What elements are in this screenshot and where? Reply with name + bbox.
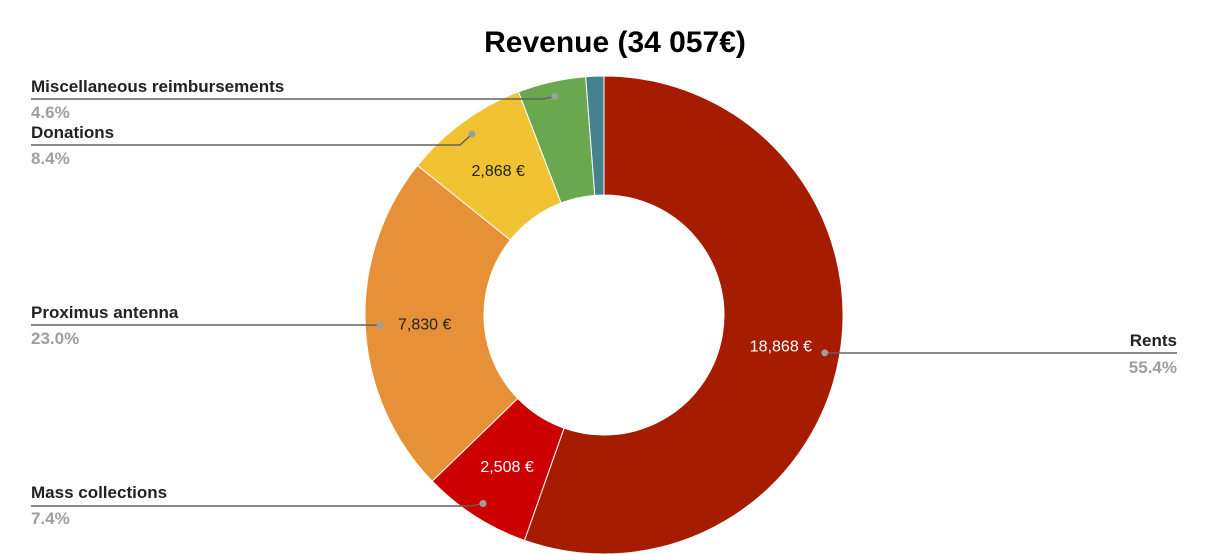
leader-line-mass-collections xyxy=(31,502,484,507)
percent-label-donations: 8.4% xyxy=(31,149,70,168)
leader-line-donations xyxy=(31,133,473,146)
category-label-donations: Donations xyxy=(31,123,114,142)
value-label-rents: 18,868 € xyxy=(750,338,812,355)
category-label-proximus-antenna: Proximus antenna xyxy=(31,303,179,322)
leader-dot-miscellaneous-reimbursements xyxy=(551,92,559,100)
chart-title: Revenue (34 057€) xyxy=(484,26,746,59)
leader-dot-donations xyxy=(468,130,476,138)
leader-dot-mass-collections xyxy=(479,499,487,507)
percent-label-mass-collections: 7.4% xyxy=(31,509,70,528)
category-label-rents: Rents xyxy=(1130,331,1177,350)
value-label-proximus-antenna: 7,830 € xyxy=(398,316,451,333)
percent-label-miscellaneous-reimbursements: 4.6% xyxy=(31,103,70,122)
slice-other xyxy=(585,75,605,196)
slice-value-labels: 18,868 € 2,508 € 7,830 € 2,868 € xyxy=(398,163,812,476)
category-label-mass-collections: Mass collections xyxy=(31,483,167,502)
value-label-mass-collections: 2,508 € xyxy=(480,459,533,476)
leader-dot-rents xyxy=(821,349,829,357)
slice-proximus-antenna xyxy=(364,164,519,482)
leader-line-miscellaneous-reimbursements xyxy=(31,95,555,100)
category-label-miscellaneous-reimbursements: Miscellaneous reimbursements xyxy=(31,77,284,96)
value-label-donations: 2,868 € xyxy=(471,163,524,180)
category-labels: Rents 55.4% Mass collections 7.4% Proximus a… xyxy=(31,77,1177,528)
leader-lines xyxy=(31,92,1177,507)
percent-label-proximus-antenna: 23.0% xyxy=(31,329,79,348)
percent-label-rents: 55.4% xyxy=(1129,358,1177,377)
leader-dot-proximus-antenna xyxy=(376,321,384,329)
slice-rents xyxy=(523,75,844,554)
donut-slices xyxy=(364,75,844,554)
